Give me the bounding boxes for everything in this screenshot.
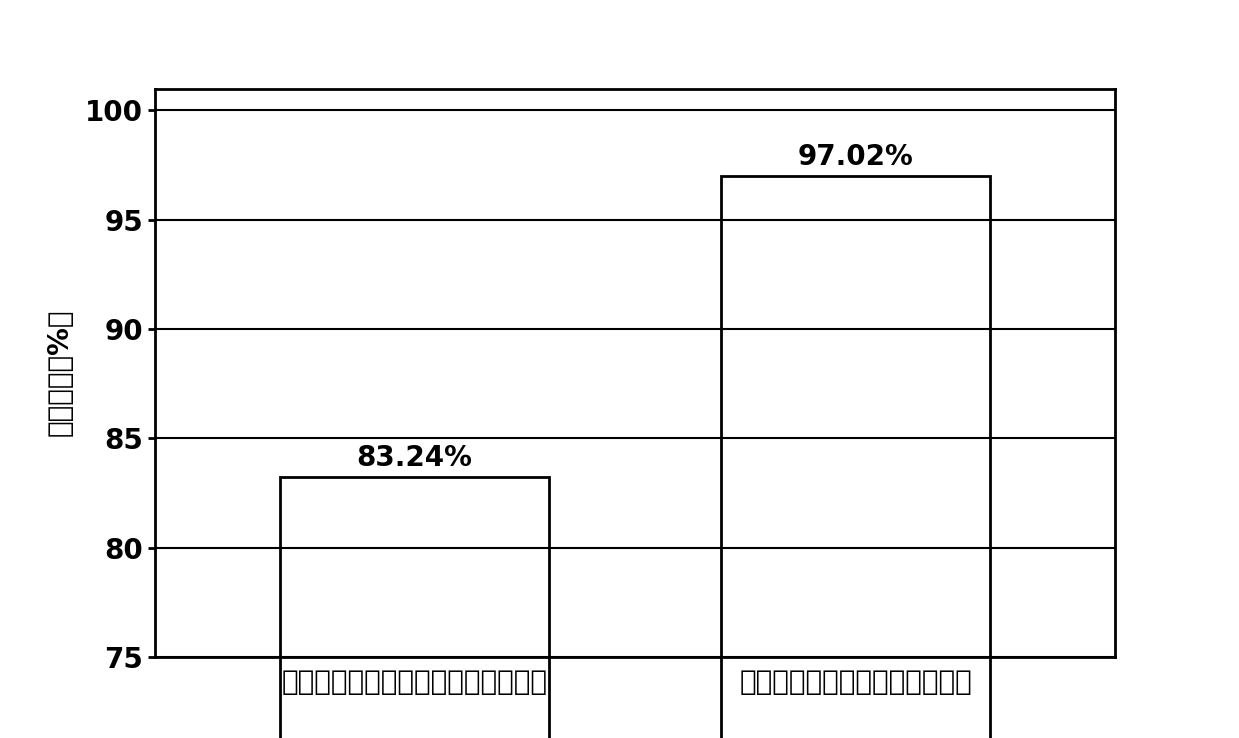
Text: 83.24%: 83.24% xyxy=(356,444,472,472)
Bar xyxy=(280,477,549,738)
Text: 97.02%: 97.02% xyxy=(798,143,913,171)
Bar xyxy=(721,176,990,738)
Y-axis label: 铀浸出率（%）: 铀浸出率（%） xyxy=(46,309,74,436)
